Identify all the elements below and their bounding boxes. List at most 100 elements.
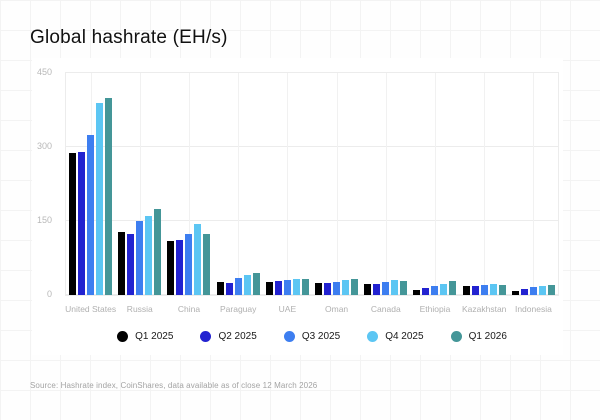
h-gridline	[66, 72, 558, 73]
legend-label: Q2 2025	[218, 331, 257, 342]
bar-group	[312, 73, 361, 295]
bar	[283, 280, 291, 295]
bar-group	[164, 73, 213, 295]
x-axis-label: China	[177, 304, 201, 314]
bar	[364, 284, 372, 295]
v-gridline	[189, 73, 190, 295]
chart-title: Global hashrate (EH/s)	[30, 27, 228, 48]
bar	[96, 103, 104, 295]
legend: Q1 2025 Q2 2025 Q3 2025 Q4 2025 Q1 2026	[65, 331, 559, 342]
h-gridline	[66, 146, 558, 147]
bar	[511, 290, 519, 295]
x-axis-label: Russia	[126, 304, 153, 314]
bar	[413, 290, 421, 295]
bar	[538, 285, 546, 295]
bar	[69, 153, 77, 295]
y-tick-label: 150	[36, 215, 52, 225]
bar	[78, 152, 86, 295]
legend-dot	[450, 331, 462, 342]
legend-label: Q3 2025	[301, 331, 341, 342]
x-axis-label: UAE	[278, 304, 297, 314]
x-axis-label: Ethiopia	[419, 304, 451, 314]
bar	[118, 232, 126, 295]
legend-label: Q4 2025	[385, 331, 424, 342]
bar	[243, 275, 251, 295]
bar	[252, 273, 260, 295]
bar-group	[361, 73, 410, 295]
x-axis-label: Canada	[370, 304, 401, 314]
x-axis-label: Paraguay	[219, 304, 257, 314]
bar	[87, 135, 95, 295]
bar	[167, 241, 175, 295]
bar-group	[410, 73, 459, 295]
bar	[301, 279, 309, 295]
legend-label: Q1 2025	[135, 331, 174, 342]
bar	[462, 286, 470, 295]
y-tick-label: 300	[36, 141, 52, 151]
bar	[333, 281, 341, 295]
bar	[105, 97, 113, 295]
legend-item: Q2 2025	[200, 331, 257, 342]
bar	[127, 233, 135, 295]
legend-dot	[367, 331, 379, 342]
x-axis-label: Kazakhstan	[461, 304, 507, 314]
legend-item: Q1 2025	[117, 331, 173, 342]
x-axis-label: Oman	[325, 304, 349, 314]
bar	[154, 208, 162, 295]
bar	[529, 286, 537, 295]
bar	[216, 281, 224, 295]
bar	[234, 278, 242, 295]
bar	[194, 223, 202, 295]
bar	[422, 288, 430, 295]
legend-dot	[117, 331, 129, 342]
v-gridline	[336, 73, 338, 295]
bar	[274, 281, 282, 295]
v-gridline	[533, 73, 535, 295]
bar	[225, 282, 233, 295]
bar	[498, 285, 506, 295]
v-gridline	[385, 73, 387, 295]
bar	[315, 283, 323, 295]
bar-group	[115, 73, 164, 295]
bar	[391, 280, 399, 295]
legend-dot	[283, 331, 295, 342]
bar	[265, 281, 273, 295]
legend-label: Q1 2026	[468, 331, 507, 342]
x-axis-label: Indonesia	[514, 304, 552, 314]
source-note: Source: Hashrate index, CoinShares, data…	[30, 381, 318, 390]
bar-group	[263, 73, 312, 295]
bar	[382, 281, 390, 295]
bar	[489, 284, 497, 295]
legend-dot	[200, 331, 212, 342]
bar	[145, 215, 153, 295]
v-gridline	[139, 73, 141, 295]
bar	[520, 289, 528, 295]
bar	[471, 286, 479, 295]
bar	[203, 233, 211, 295]
bar	[176, 240, 184, 295]
x-axis-label: United States	[65, 304, 117, 314]
bar	[351, 279, 359, 295]
bar-group	[509, 73, 558, 295]
bar	[292, 278, 300, 295]
h-gridline	[66, 294, 558, 295]
bar	[324, 283, 332, 295]
y-tick-label: 0	[46, 289, 52, 299]
bar-group	[460, 73, 509, 295]
bar	[431, 285, 439, 295]
y-tick-label: 450	[36, 67, 52, 77]
legend-item: Q1 2026	[450, 331, 507, 342]
v-gridline	[287, 73, 289, 295]
bar-group	[66, 73, 115, 295]
bar	[449, 280, 457, 295]
v-gridline	[238, 73, 240, 295]
bar	[342, 280, 350, 295]
bar	[480, 285, 488, 295]
bar	[400, 280, 408, 295]
h-gridline	[66, 220, 558, 221]
bar	[136, 221, 144, 295]
bar	[547, 284, 555, 295]
v-gridline	[435, 73, 436, 295]
plot-area	[65, 72, 559, 296]
bar	[185, 234, 193, 295]
